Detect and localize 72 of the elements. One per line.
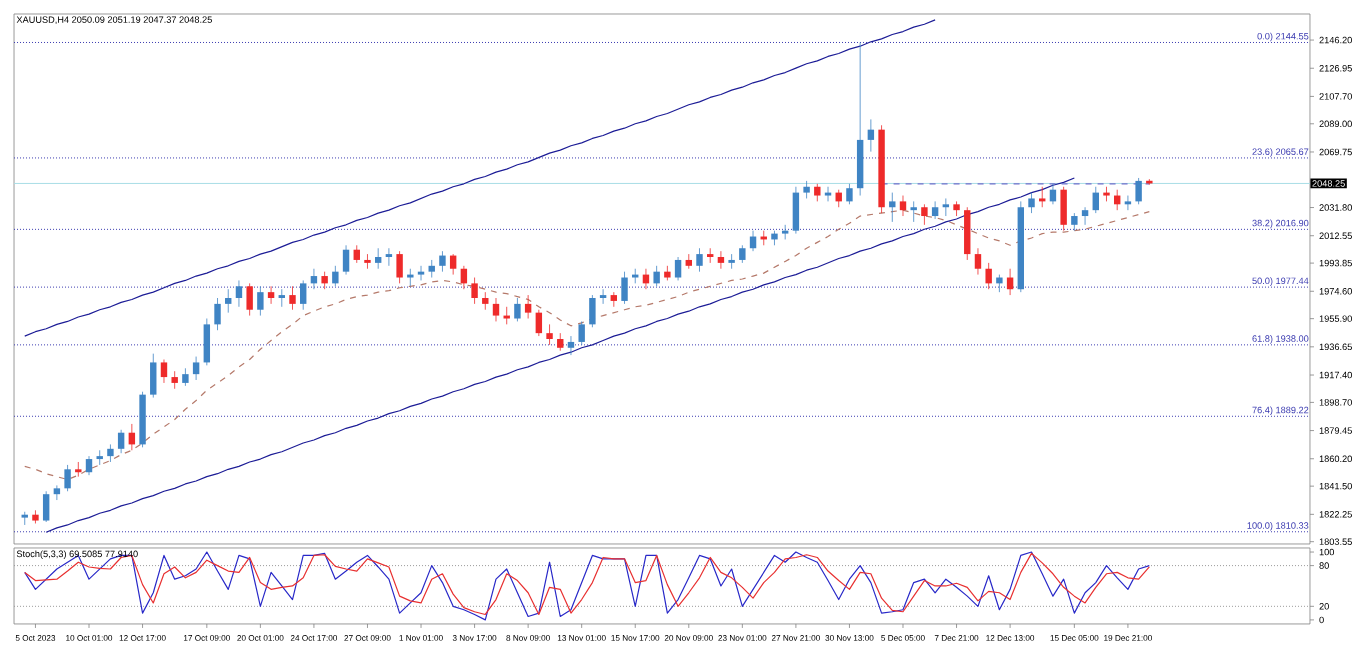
candlestick [332, 265, 339, 287]
candlestick [889, 192, 896, 223]
candlestick [471, 277, 478, 305]
candlestick [417, 265, 425, 281]
candlestick [985, 262, 992, 290]
candlestick [706, 247, 714, 264]
candlestick [492, 297, 500, 322]
candlestick [246, 282, 253, 316]
candlestick [1135, 177, 1142, 205]
candlestick [289, 285, 296, 311]
candlestick [21, 511, 28, 526]
candlestick [342, 244, 350, 275]
candlestick [1060, 186, 1067, 232]
candlestick [931, 200, 939, 220]
candlestick [503, 306, 510, 325]
candlestick [921, 203, 928, 226]
candlestick [1081, 206, 1089, 226]
candlestick [385, 247, 393, 267]
candlestick [674, 256, 682, 281]
candlestick [899, 195, 907, 217]
candlestick [578, 321, 585, 346]
candlestick [524, 294, 532, 319]
candlestick [42, 490, 50, 523]
candlestick [225, 288, 232, 314]
candlestick [846, 183, 853, 205]
candlestick [621, 271, 628, 305]
candlestick [1039, 186, 1046, 208]
candlestick [728, 253, 735, 270]
candlestick [717, 250, 725, 270]
candlestick [64, 464, 71, 492]
candlestick [964, 206, 971, 261]
candlestick [96, 449, 103, 466]
candlestick [1092, 186, 1099, 214]
candlestick [589, 294, 596, 328]
candlestick [364, 253, 371, 270]
candlestick [910, 200, 917, 223]
candlestick [235, 280, 243, 308]
candlestick [407, 268, 414, 287]
candlestick [278, 288, 286, 308]
candlestick [257, 285, 264, 316]
candlestick [117, 429, 125, 454]
candlestick [203, 318, 211, 366]
candlestick [599, 288, 607, 305]
candlestick [300, 280, 307, 311]
candlestick [696, 247, 703, 273]
candlestick [192, 356, 200, 381]
candlestick [781, 224, 789, 240]
candlestick [150, 353, 157, 398]
candlestick [535, 309, 543, 337]
candlestick [1028, 192, 1035, 214]
candlestick [1124, 195, 1132, 211]
candlestick [396, 250, 403, 284]
candlestick [449, 253, 457, 275]
candlestick [214, 297, 221, 331]
candlestick [653, 265, 660, 287]
candlestick [942, 198, 950, 217]
candlestick [85, 455, 93, 476]
candlestick [75, 461, 82, 478]
candlestick [792, 186, 800, 234]
candlestick [567, 335, 575, 356]
candlestick [974, 247, 982, 275]
candlestick [374, 247, 382, 270]
candlestick [1103, 186, 1110, 202]
candlestick [160, 359, 168, 384]
candlestick [632, 268, 639, 284]
candlestick [53, 485, 61, 501]
candlestick [867, 119, 875, 153]
candlestick [514, 297, 521, 322]
candlestick [439, 250, 446, 273]
candlestick [546, 323, 553, 346]
candlestick [824, 186, 832, 202]
candlestick [267, 285, 275, 305]
